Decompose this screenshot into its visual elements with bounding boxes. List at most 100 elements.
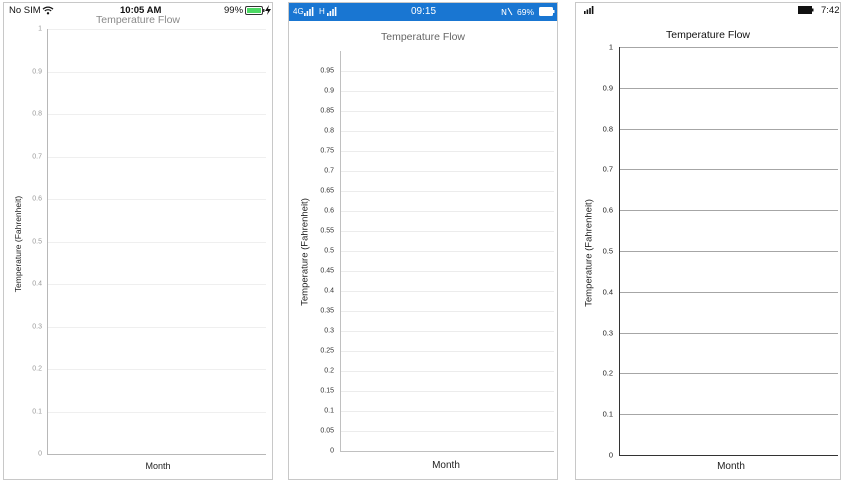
y-tick-label: 0.4 [324,287,334,295]
gridline [341,111,554,112]
y-tick-label: 0.4 [32,280,42,288]
gridline [341,91,554,92]
plot-area[interactable] [340,51,554,452]
gridline [620,291,838,293]
gridline [341,271,554,272]
ios-status-bar: No SIM 10:05 AM 99% [4,3,272,17]
chart-title: Temperature Flow [380,31,466,43]
gridline [341,291,554,292]
x-axis-label: Month [145,461,171,471]
gridline [341,331,554,332]
ios-clock: 10:05 AM [120,5,162,16]
y-tick-label: 0.9 [32,68,42,75]
y-tick-label: 0.2 [602,368,613,378]
gridline [620,169,838,171]
y-tick-label: 0.5 [602,246,613,256]
gridline [48,369,266,370]
y-tick-label: 0.65 [320,187,334,195]
gridline [341,231,554,232]
y-tick-label: 0.6 [32,195,42,203]
android-battery-percent: 69% [517,7,535,17]
y-axis-ticks: 0 0.05 0.1 0.15 0.2 0.25 0.3 0.35 0.4 0.45 0.5 0.55… [309,51,334,455]
y-axis-ticks: 0 0.1 0.2 0.3 0.4 0.5 0.6 0.7 0.8 0.9 1 [24,25,42,458]
gridline [620,128,838,130]
y-tick-label: 0.5 [32,238,42,245]
y-axis-label: Temperature (Fahrenheit) [583,199,595,307]
y-tick-label: 0.4 [602,287,613,297]
y-tick-label: 0 [38,450,42,458]
y-tick-label: 0.6 [602,205,613,215]
y-tick-label: 0.95 [320,67,334,75]
gridline [341,391,554,392]
y-axis-label: Temperature (Fahrenheit) [13,195,23,293]
gridline [341,191,554,192]
y-tick-label: 0.35 [320,307,334,315]
gridline [620,414,838,416]
android-clock: 09:15 [411,6,437,17]
nfc-icon: N [501,7,513,16]
y-tick-label: 0.15 [320,387,334,395]
y-tick-label: 0.1 [32,408,42,415]
gridline [341,251,554,252]
signal-icon [584,6,594,14]
y-axis-ticks: 0 0.1 0.2 0.3 0.4 0.5 0.6 0.7 0.8 0.9 1 [594,43,613,460]
plot-area[interactable] [47,29,266,455]
gridline [341,411,554,412]
y-tick-label: 0.6 [324,207,334,215]
gridline [341,211,554,212]
y-tick-label: 0.3 [32,323,42,330]
y-tick-label: 0.75 [320,147,334,155]
gridline [48,29,266,30]
gridline [341,171,554,172]
gridline [341,371,554,372]
ios-battery-percent: 99% [224,5,244,16]
y-tick-label: 0.7 [602,164,613,174]
gridline [48,199,266,200]
y-tick-label: 0.9 [324,87,334,95]
gridline [341,431,554,432]
uwp-clock: 7:42 [821,5,840,16]
gridline [341,151,554,152]
y-tick-label: 0.05 [320,427,334,435]
android-phone-frame: 4G H 09:15 N 69% Temperature Flow Temper… [288,2,558,480]
gridline [341,351,554,352]
gridline [48,284,266,285]
y-tick-label: 0.8 [602,124,613,134]
gridline [620,47,838,48]
y-tick-label: 1 [38,25,42,33]
charging-bolt-icon [265,5,271,15]
y-tick-label: 0 [330,447,334,455]
x-axis-label: Month [717,461,745,472]
y-tick-label: 0.2 [32,365,42,373]
android-status-bar: 4G H 09:15 N 69% [289,3,557,21]
signal-icon [304,7,314,16]
gridline [341,131,554,132]
y-tick-label: 0.25 [320,347,334,355]
wifi-icon [42,6,54,15]
uwp-status-bar: 7:42 [576,3,840,17]
gridline [48,156,266,158]
gridline [620,210,838,212]
gridline [48,411,266,413]
svg-text:N: N [501,8,507,16]
ios-phone-frame: No SIM 10:05 AM 99% Temperature Flow Tem… [3,2,273,480]
y-tick-label: 0.8 [32,110,42,118]
signal-icon-secondary [327,7,337,16]
uwp-phone-frame: 7:42 Temperature Flow Temperature (Fahre… [575,2,841,480]
y-tick-label: 0.3 [602,328,613,338]
gridline [48,241,266,243]
gridline [341,71,554,72]
y-tick-label: 0.1 [324,407,334,415]
y-tick-label: 0.85 [320,107,334,115]
y-tick-label: 0.55 [320,227,334,235]
y-tick-label: 0.8 [324,127,334,135]
y-tick-label: 0.2 [324,367,334,375]
ios-carrier-label: No SIM [9,5,41,16]
y-tick-label: 0.45 [320,267,334,275]
plot-area[interactable] [619,47,838,456]
x-axis-label: Month [432,460,460,471]
gridline [341,311,554,312]
y-tick-label: 0.1 [602,409,613,419]
y-tick-label: 0.9 [602,83,613,93]
gridline [48,326,266,328]
